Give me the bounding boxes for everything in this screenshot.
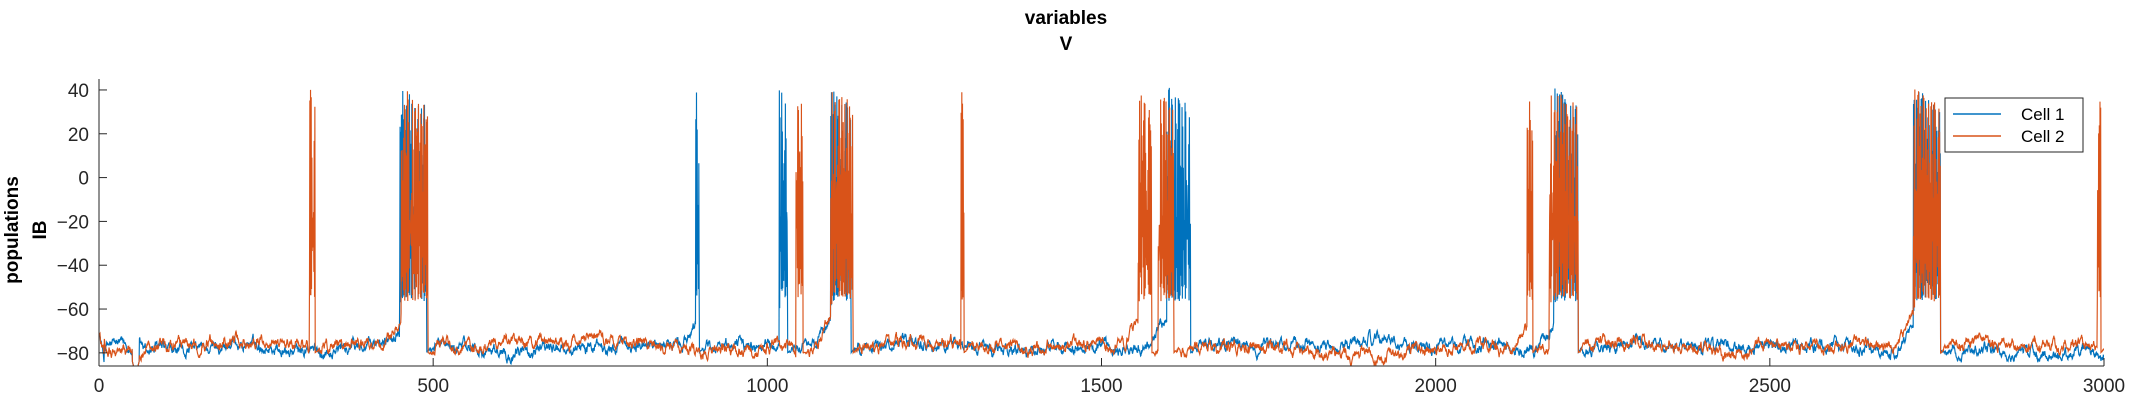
series-line-cell-2 <box>99 89 2104 366</box>
series-line-cell-1 <box>99 87 2104 366</box>
y-axis-label: populations IB <box>2 176 51 284</box>
x-tick-label: 1000 <box>746 376 788 397</box>
x-tick-label: 2500 <box>1749 376 1791 397</box>
title: variables V <box>1025 8 1107 55</box>
ylabel-line-2: IB <box>30 221 51 240</box>
y-tick-label: −80 <box>57 344 89 365</box>
x-tick-label: 1500 <box>1080 376 1122 397</box>
y-tick-label: −60 <box>57 300 89 321</box>
legend-label-cell-1: Cell 1 <box>2021 105 2064 124</box>
legend-box <box>1944 97 2084 153</box>
x-tick-label: 500 <box>417 376 449 397</box>
title-line-2: V <box>1060 34 1073 55</box>
axes: 0 500 1000 1500 2000 2500 3000 −80 −60 −40 −20 0 20 4… <box>57 79 2125 397</box>
y-tick-label: −20 <box>57 212 89 233</box>
y-tick-label: 40 <box>68 81 89 102</box>
legend-label-cell-2: Cell 2 <box>2021 127 2064 146</box>
title-line-1: variables <box>1025 8 1107 29</box>
y-tick-label: −40 <box>57 256 89 277</box>
x-tick-label: 3000 <box>2083 376 2125 397</box>
y-tick-label: 20 <box>68 125 89 146</box>
x-tick-label: 2000 <box>1415 376 1457 397</box>
ylabel-line-1: populations <box>2 176 23 284</box>
y-tick-label: 0 <box>78 169 89 190</box>
legend: Cell 1 Cell 2 <box>1944 97 2084 153</box>
x-tick-label: 0 <box>94 376 105 397</box>
plot-area <box>99 87 2104 366</box>
